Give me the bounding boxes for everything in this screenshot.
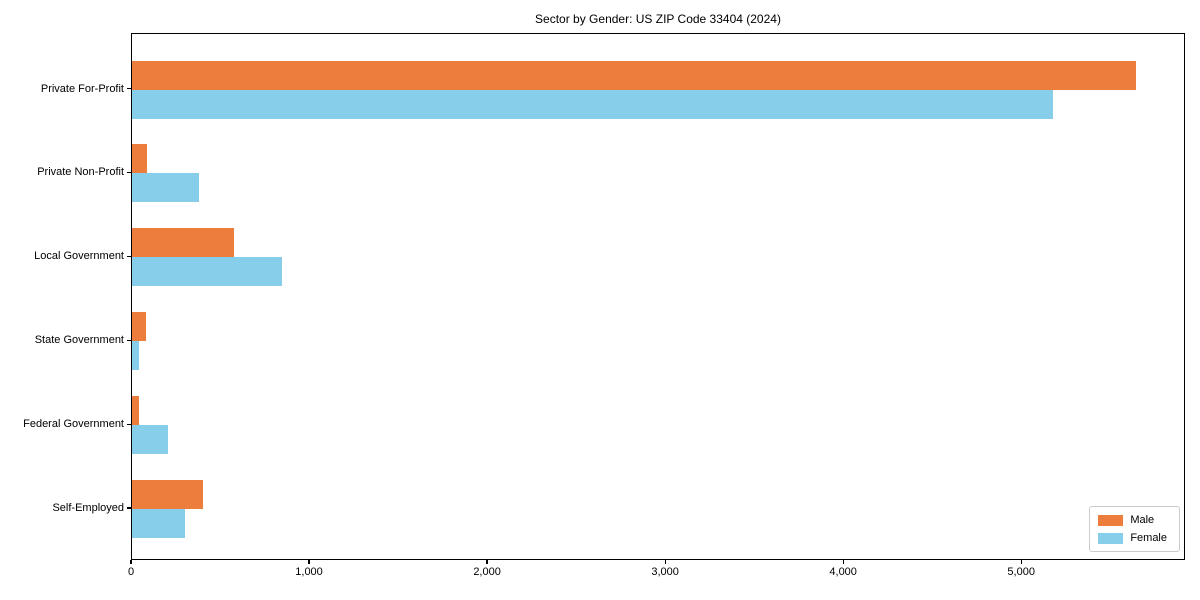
ytick-mark — [127, 255, 131, 257]
ytick-mark — [127, 423, 131, 425]
ytick-label-self-employed: Self-Employed — [52, 502, 124, 514]
xtick-label-4-000: 4,000 — [829, 566, 857, 578]
plot-area: Male Female — [131, 33, 1185, 560]
xtick-label-2-000: 2,000 — [473, 566, 501, 578]
legend-item-female: Female — [1098, 532, 1167, 544]
xtick-label-3-000: 3,000 — [651, 566, 679, 578]
legend-label-female: Female — [1130, 532, 1167, 544]
ytick-label-state-government: State Government — [34, 334, 124, 347]
bar-female-private-non-profit — [132, 173, 199, 203]
legend-item-male: Male — [1098, 514, 1167, 526]
bar-male-local-government — [132, 228, 234, 258]
ytick-mark — [127, 507, 131, 509]
bar-male-private-for-profit — [132, 60, 1137, 90]
bar-female-self-employed — [132, 509, 186, 538]
ytick-label-local-government: Local Government — [34, 250, 124, 263]
ytick-mark — [127, 339, 131, 341]
ytick-label-private-non-profit: Private Non-Profit — [37, 166, 124, 179]
bar-male-self-employed — [132, 480, 204, 509]
legend: Male Female — [1089, 506, 1180, 552]
ytick-label-federal-government: Federal Government — [23, 418, 124, 431]
xtick-mark — [308, 560, 310, 564]
ytick-mark — [127, 87, 131, 90]
ytick-mark — [127, 171, 131, 173]
xtick-mark — [664, 560, 666, 564]
bar-female-state-government — [132, 341, 140, 371]
xtick-mark — [1020, 560, 1022, 564]
xtick-mark — [842, 560, 844, 564]
xtick-mark — [486, 560, 488, 564]
chart-title: Sector by Gender: US ZIP Code 33404 (202… — [535, 12, 781, 26]
xtick-mark — [130, 560, 132, 564]
bar-male-federal-government — [132, 396, 139, 426]
bar-female-local-government — [132, 257, 282, 287]
bar-female-federal-government — [132, 425, 168, 455]
xtick-label-1-000: 1,000 — [295, 566, 323, 578]
xtick-label-0: 0 — [127, 566, 135, 578]
legend-label-male: Male — [1130, 514, 1155, 526]
legend-swatch-female — [1098, 532, 1124, 544]
bar-female-private-for-profit — [132, 89, 1053, 119]
legend-swatch-male — [1098, 514, 1124, 526]
xtick-label-5-000: 5,000 — [1007, 566, 1035, 578]
bar-male-state-government — [132, 312, 147, 342]
ytick-label-private-for-profit: Private For-Profit — [40, 82, 124, 95]
bar-male-private-non-profit — [132, 144, 148, 174]
